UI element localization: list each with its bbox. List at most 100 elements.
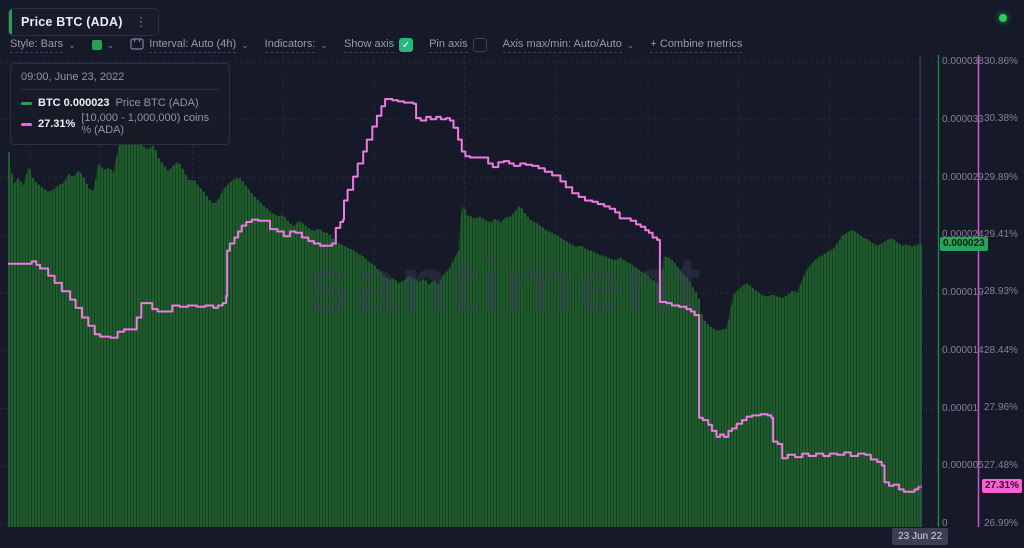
show-axis-toggle[interactable]: Show axis ✓ [343, 38, 414, 53]
price-bar [863, 237, 865, 527]
y-axis-percent-label: 27.96% [984, 402, 1018, 414]
price-bar [893, 239, 895, 527]
price-bar [26, 174, 28, 527]
price-bar [554, 234, 556, 527]
price-bar [65, 179, 67, 527]
price-bar [440, 280, 442, 527]
axis-maxmin-selector[interactable]: Axis max/min: Auto/Auto ⌄ [502, 38, 634, 53]
price-bar [263, 205, 265, 527]
price-bar [740, 287, 742, 527]
watermark: santiment [307, 240, 703, 329]
price-bar [344, 246, 346, 527]
price-bar [143, 146, 145, 528]
price-bar [149, 148, 151, 527]
percent-series-dash [21, 122, 32, 126]
price-bar [56, 186, 58, 528]
price-bar [137, 131, 139, 527]
y-axis-percent-label: 27.48% [984, 459, 1018, 471]
price-bar [794, 291, 796, 527]
price-bar [647, 275, 649, 527]
price-bar [806, 270, 808, 527]
price-bar [521, 208, 523, 528]
color-swatch [91, 40, 102, 50]
price-bar [662, 268, 664, 527]
price-bar [632, 265, 634, 527]
price-bar [602, 255, 604, 528]
price-bar [869, 241, 871, 527]
price-bar [599, 255, 601, 527]
price-bar [356, 252, 358, 528]
price-bar [320, 229, 322, 528]
interval-selector[interactable]: Interval: Auto (4h) ⌄ [130, 38, 249, 53]
style-selector[interactable]: Style: Bars ⌄ [10, 38, 76, 53]
chevron-down-icon: ⌄ [68, 39, 76, 50]
show-axis-checkbox[interactable]: ✓ [399, 38, 414, 52]
price-bar [386, 278, 388, 527]
price-bar [101, 167, 103, 527]
price-bar [455, 256, 457, 527]
price-bar [743, 285, 745, 527]
price-bar [86, 183, 88, 528]
price-last-value-badge: 0.000023 [940, 237, 988, 252]
price-bar [77, 171, 79, 527]
price-bar [53, 189, 55, 527]
y-axis-price-label: 0.000005 [942, 460, 984, 472]
price-bar [11, 173, 13, 527]
price-bar [278, 216, 280, 528]
price-bar [110, 169, 112, 527]
price-bar [827, 251, 829, 527]
price-bar [833, 248, 835, 527]
price-bar [404, 280, 406, 527]
price-bar [551, 232, 553, 527]
price-bar [902, 245, 904, 527]
color-selector[interactable]: ⌄ [91, 40, 114, 50]
price-bar [635, 267, 637, 527]
indicators-selector[interactable]: Indicators: ⌄ [264, 38, 328, 53]
price-bar [752, 288, 754, 527]
price-bar [488, 221, 490, 527]
price-bar [209, 200, 211, 528]
y-axis-percent-label: 26.99% [984, 518, 1018, 529]
price-bar [461, 212, 463, 527]
price-bar [290, 223, 292, 528]
price-bar [791, 291, 793, 527]
price-bar [725, 328, 727, 527]
price-bar [197, 184, 199, 528]
price-bar [680, 271, 682, 527]
price-bar [770, 295, 772, 527]
percent-step-line [8, 98, 922, 493]
combine-metrics-button[interactable]: + Combine metrics [650, 38, 743, 53]
price-bar [620, 257, 622, 527]
price-bar [542, 227, 544, 527]
price-bar [158, 158, 160, 527]
price-bar [584, 248, 586, 527]
price-bar [704, 320, 706, 527]
percent-last-value-badge: 27.31% [982, 478, 1022, 493]
price-bar [479, 216, 481, 527]
metric-title-pill[interactable]: Price BTC (ADA) ⋮ [8, 8, 159, 36]
pin-axis-toggle[interactable]: Pin axis [429, 38, 487, 53]
price-bar [503, 219, 505, 527]
price-bar [446, 271, 448, 527]
price-bar [596, 253, 598, 527]
kebab-menu-icon[interactable]: ⋮ [134, 14, 148, 29]
price-bar [896, 242, 898, 527]
price-bar [749, 285, 751, 527]
price-bar [851, 230, 853, 527]
price-bar [224, 188, 226, 527]
price-bar [773, 294, 775, 527]
price-bar [275, 215, 277, 527]
price-bar [359, 254, 361, 527]
pin-axis-checkbox[interactable] [472, 38, 487, 52]
price-bar [128, 126, 130, 527]
y-axis-price-label: 0.000019 [942, 287, 984, 298]
price-bar [515, 211, 517, 527]
price-bar [608, 258, 610, 527]
price-bar [644, 273, 646, 527]
price-bar [347, 247, 349, 527]
price-bar [533, 221, 535, 527]
price-bar [62, 183, 64, 528]
y-axis-price-label: 0.000038 [942, 56, 984, 67]
price-bar [836, 244, 838, 527]
